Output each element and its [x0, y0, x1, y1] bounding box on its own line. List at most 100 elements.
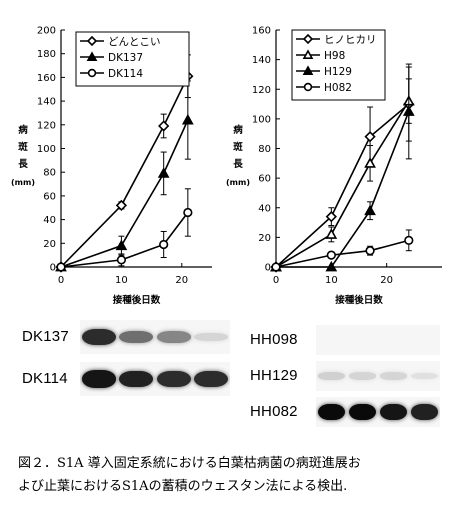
series-line — [60, 212, 189, 268]
y-tick-label: 80 — [258, 144, 271, 155]
legend-marker — [87, 68, 97, 78]
y-tick-label: 60 — [258, 174, 271, 185]
series-line — [275, 239, 410, 268]
y-tick-label: 100 — [252, 114, 271, 125]
y-tick-label: 100 — [37, 144, 56, 155]
y-tick-label: 160 — [252, 26, 271, 37]
blot-band — [194, 333, 229, 341]
y-axis-label: 病 — [233, 124, 243, 136]
legend-entry: DK137 — [108, 52, 143, 64]
data-point — [115, 239, 128, 251]
blot-panel — [316, 325, 440, 355]
y-tick-label: 0 — [50, 263, 56, 274]
legend-entry: H082 — [324, 82, 352, 94]
blot-panel — [80, 320, 230, 354]
blot-band — [317, 403, 346, 421]
data-point — [157, 167, 170, 178]
x-axis-label: 接種後日数 — [335, 294, 383, 306]
blot-label: DK137 — [22, 328, 69, 345]
blot-band — [119, 370, 154, 388]
legend: ヒノヒカリ H98 H129 H082 — [291, 29, 386, 101]
y-tick-label: 80 — [43, 168, 56, 179]
blot-label: HH129 — [250, 367, 298, 384]
y-tick-label: 40 — [43, 215, 56, 226]
y-tick-label: 120 — [252, 85, 271, 96]
blot-band — [348, 372, 377, 380]
x-tick-label: 0 — [273, 275, 279, 286]
y-tick-label: 20 — [258, 233, 271, 244]
legend-entry: どんとこい — [108, 36, 161, 48]
y-tick-label: 140 — [37, 97, 56, 108]
blot-band — [410, 404, 439, 420]
data-point — [271, 262, 281, 272]
legend-marker — [302, 65, 314, 75]
legend-entry: ヒノヒカリ — [324, 34, 377, 46]
blot-band — [119, 330, 154, 344]
blot-panel — [316, 397, 440, 427]
x-tick-label: 0 — [58, 275, 64, 286]
data-point — [115, 199, 128, 212]
legend-entry: H98 — [324, 50, 345, 62]
y-axis-label: (mm) — [11, 178, 35, 187]
series-line — [275, 103, 410, 268]
blot-band — [194, 370, 229, 388]
series-3 — [271, 229, 414, 272]
legend-entry: H129 — [324, 66, 352, 78]
data-point — [364, 131, 376, 143]
data-point — [325, 228, 338, 239]
y-tick-label: 120 — [37, 120, 56, 131]
y-tick-label: 60 — [43, 191, 56, 202]
blot-panel — [80, 362, 230, 396]
x-tick-label: 10 — [325, 275, 338, 286]
legend-marker — [302, 49, 314, 60]
blot-band — [317, 372, 346, 380]
y-tick-label: 140 — [252, 55, 271, 66]
blot-band — [81, 370, 116, 388]
data-point — [181, 113, 194, 125]
blot-band — [156, 370, 191, 388]
blot-band — [410, 372, 439, 380]
caption-line-1: 図２．S1A 導入固定系統における白葉枯病菌の病斑進展お — [18, 456, 361, 471]
y-tick-label: 200 — [37, 26, 56, 37]
blot-label: HH098 — [250, 331, 298, 348]
data-point — [404, 235, 414, 245]
y-tick-label: 0 — [265, 263, 271, 274]
data-point — [364, 204, 376, 216]
legend-marker — [86, 35, 98, 47]
series-line — [276, 111, 410, 268]
y-axis-label: 病 — [18, 124, 28, 136]
x-tick-label: 10 — [115, 275, 128, 286]
data-point — [325, 260, 338, 272]
y-axis-label: 斑 — [233, 141, 243, 153]
y-tick-label: 180 — [37, 49, 56, 60]
figure-caption: 図２．S1A 導入固定系統における白葉枯病菌の病斑進展お よび止葉におけるS1A… — [18, 452, 450, 498]
y-axis-label: 斑 — [18, 141, 28, 153]
blot-band — [81, 328, 116, 346]
chart-left-lesion-length: 0 20 40 60 80 100 120 140 160 180 200 0 10 20 接種後日数 病斑長… — [11, 26, 212, 306]
blot-band — [348, 403, 377, 421]
series-1 — [270, 78, 415, 272]
data-point — [326, 250, 336, 260]
legend: どんとこい DK137 DK114 — [75, 31, 190, 87]
legend-marker — [86, 51, 98, 62]
data-point — [116, 255, 127, 265]
blot-panel — [316, 361, 440, 391]
blot-band — [379, 372, 408, 380]
legend-marker — [302, 33, 314, 45]
blot-band — [379, 404, 408, 420]
series-2 — [56, 188, 193, 272]
series-line — [275, 100, 410, 268]
legend-marker — [303, 82, 313, 92]
blot-band — [156, 331, 191, 343]
y-axis-label: 長 — [18, 159, 28, 170]
legend-entry: DK114 — [108, 68, 143, 80]
y-axis-label: (mm) — [226, 178, 250, 187]
blot-label: DK114 — [22, 370, 68, 387]
y-tick-label: 40 — [258, 203, 271, 214]
y-tick-label: 20 — [43, 239, 56, 250]
x-axis-label: 接種後日数 — [113, 294, 161, 306]
data-point — [56, 262, 66, 272]
x-tick-label: 20 — [175, 275, 188, 286]
data-point — [325, 211, 337, 223]
